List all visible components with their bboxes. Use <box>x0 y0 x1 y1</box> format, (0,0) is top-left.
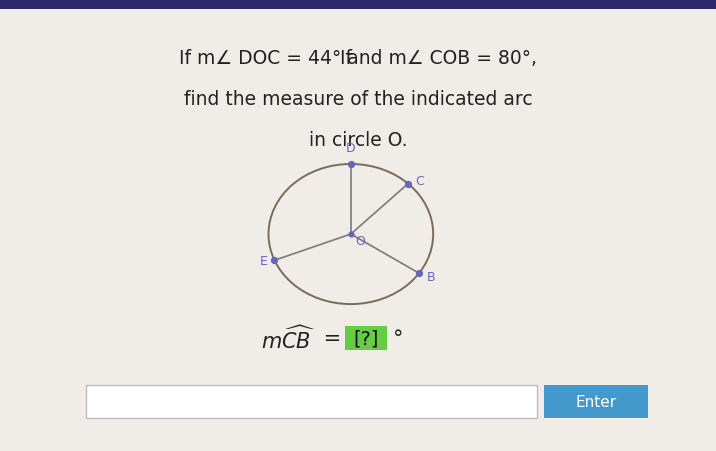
Bar <box>544 386 648 418</box>
Point <box>345 231 357 238</box>
Text: find the measure of the indicated arc: find the measure of the indicated arc <box>184 90 532 109</box>
Text: °: ° <box>393 328 404 348</box>
Text: If m∠ DOC = 44° and m∠ COB = 80°,: If m∠ DOC = 44° and m∠ COB = 80°, <box>179 49 537 68</box>
Text: [?]: [?] <box>354 329 379 348</box>
Text: in circle O.: in circle O. <box>309 130 407 149</box>
Bar <box>0 0 716 10</box>
Text: Enter: Enter <box>576 394 616 410</box>
Point <box>413 270 425 277</box>
Bar <box>86 386 537 418</box>
Text: E: E <box>260 254 268 267</box>
Text: D: D <box>346 142 356 155</box>
Text: B: B <box>427 270 436 283</box>
Point <box>402 181 414 188</box>
Text: =: = <box>317 328 348 348</box>
Text: C: C <box>415 175 424 188</box>
Point <box>268 257 280 264</box>
Bar <box>345 326 387 350</box>
Text: $m\widehat{CB}$: $m\widehat{CB}$ <box>261 325 315 352</box>
Text: O: O <box>355 234 364 247</box>
Point <box>345 161 357 168</box>
Text: If: If <box>340 49 358 68</box>
